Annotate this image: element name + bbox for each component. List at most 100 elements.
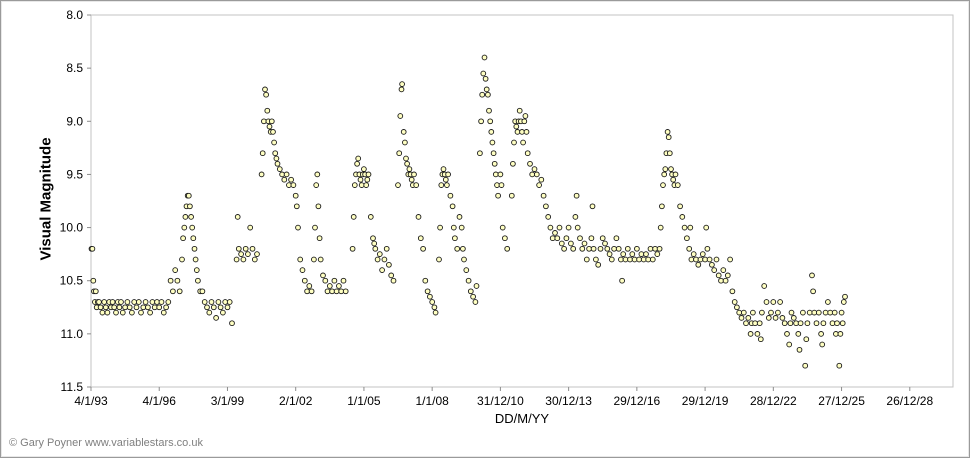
- data-point: [668, 166, 674, 172]
- data-point: [129, 309, 135, 316]
- data-point: [220, 309, 226, 316]
- data-point: [815, 309, 822, 316]
- data-point: [133, 304, 140, 311]
- data-point: [288, 176, 294, 183]
- data-point: [116, 304, 123, 311]
- data-point: [520, 139, 526, 146]
- data-point: [543, 203, 549, 210]
- data-point: [715, 272, 722, 279]
- data-point: [104, 309, 111, 316]
- data-point: [176, 288, 183, 295]
- data-point: [636, 256, 642, 263]
- data-point: [458, 224, 465, 231]
- data-point: [400, 129, 407, 135]
- data-point: [142, 299, 149, 305]
- data-point: [787, 320, 794, 327]
- data-point: [590, 245, 597, 252]
- data-point: [703, 224, 710, 231]
- data-point: [422, 277, 429, 284]
- data-point: [293, 203, 300, 210]
- data-point: [611, 245, 617, 252]
- data-point: [770, 299, 777, 305]
- data-point: [750, 309, 756, 316]
- data-point: [374, 256, 381, 263]
- data-point: [102, 304, 109, 311]
- data-point: [431, 304, 438, 311]
- data-point: [813, 320, 820, 327]
- data-point: [711, 267, 718, 273]
- data-point: [545, 214, 552, 220]
- data-point: [615, 245, 622, 252]
- data-point: [354, 160, 360, 167]
- data-point: [831, 309, 838, 316]
- data-point: [274, 160, 281, 167]
- data-point: [445, 171, 451, 178]
- data-point: [745, 315, 752, 321]
- data-point: [217, 304, 224, 311]
- data-point: [775, 309, 781, 316]
- data-point: [251, 256, 258, 263]
- data-point: [516, 107, 523, 114]
- data-point: [686, 245, 693, 252]
- data-point: [709, 261, 715, 268]
- data-point: [170, 288, 176, 295]
- data-point: [734, 304, 740, 311]
- data-point: [452, 235, 458, 242]
- data-point: [254, 251, 260, 257]
- data-point: [761, 283, 768, 289]
- data-point: [822, 309, 829, 316]
- data-point: [406, 166, 413, 172]
- x-tick-label: 29/12/16: [613, 394, 660, 408]
- data-point: [295, 224, 301, 231]
- data-point: [456, 214, 463, 220]
- data-point: [411, 171, 417, 178]
- data-point: [740, 309, 747, 316]
- data-point: [317, 256, 324, 263]
- data-point: [620, 251, 627, 257]
- data-point: [315, 203, 322, 210]
- data-point: [688, 256, 695, 263]
- data-point: [647, 245, 654, 252]
- data-point: [802, 362, 809, 369]
- data-point: [797, 320, 804, 327]
- data-point: [109, 299, 116, 305]
- data-point: [695, 261, 702, 268]
- data-point: [363, 182, 370, 188]
- data-point: [597, 245, 604, 252]
- data-point: [89, 245, 96, 252]
- data-point: [666, 150, 673, 157]
- data-point: [397, 113, 404, 119]
- data-point: [677, 203, 683, 210]
- data-point: [665, 134, 672, 141]
- data-point: [187, 203, 193, 210]
- data-point: [660, 182, 666, 188]
- data-point: [763, 299, 770, 305]
- data-point: [192, 256, 199, 263]
- data-point: [263, 91, 269, 98]
- data-point: [713, 256, 720, 263]
- data-point: [193, 267, 200, 273]
- data-point: [266, 123, 273, 130]
- data-point: [438, 182, 445, 188]
- data-point: [262, 86, 268, 93]
- data-point: [364, 176, 371, 183]
- data-point: [365, 171, 372, 178]
- data-point: [361, 166, 367, 172]
- data-point: [238, 251, 244, 257]
- data-point: [442, 176, 449, 183]
- data-point: [472, 299, 479, 305]
- data-point: [619, 277, 625, 284]
- data-point: [492, 171, 499, 178]
- data-point: [738, 315, 745, 321]
- data-point: [570, 245, 577, 252]
- data-point: [757, 336, 764, 343]
- data-point: [351, 182, 358, 188]
- data-point: [521, 118, 528, 125]
- data-point: [634, 245, 640, 252]
- data-point: [126, 304, 133, 311]
- data-point: [565, 224, 572, 231]
- data-point: [367, 214, 374, 220]
- data-point: [777, 299, 783, 305]
- data-point: [581, 240, 588, 247]
- data-point: [99, 309, 106, 316]
